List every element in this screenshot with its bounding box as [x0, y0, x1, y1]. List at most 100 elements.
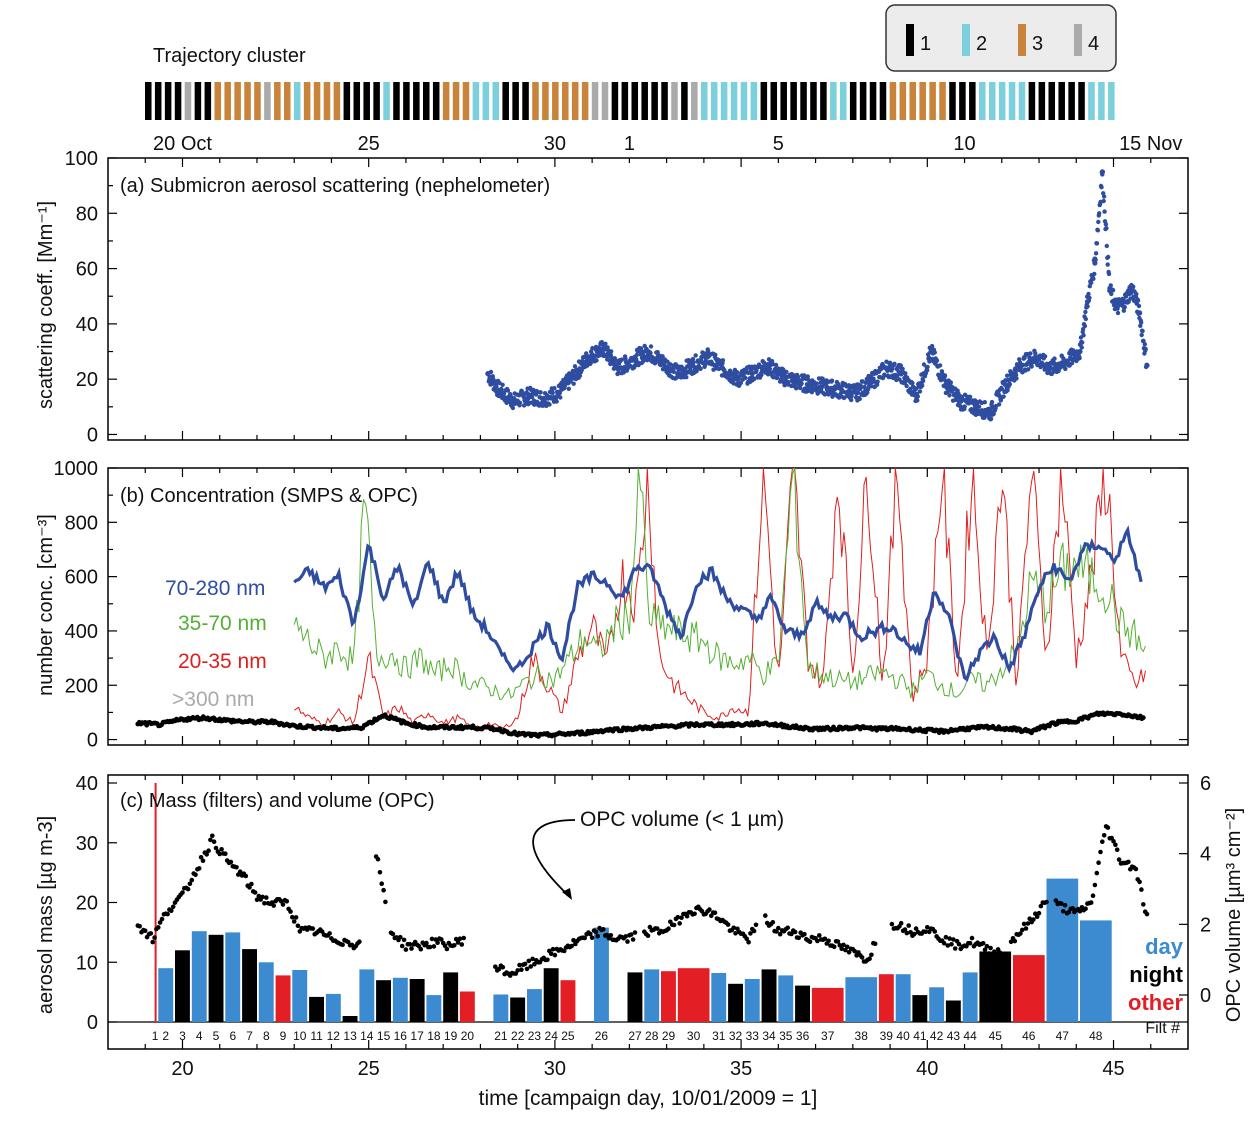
opc-volume-point	[142, 928, 148, 933]
filter-number-46: 46	[1022, 1029, 1036, 1043]
opc-volume-point	[770, 920, 776, 925]
scattering-point-dense	[1082, 323, 1088, 329]
trajectory-segment-57	[710, 82, 718, 120]
filter-number-4: 4	[196, 1029, 203, 1043]
trajectory-segment-63	[770, 82, 778, 120]
scattering-point-dense	[1134, 291, 1139, 297]
trajectory-segment-59	[730, 82, 738, 120]
filter-bar-23	[527, 989, 542, 1022]
trajectory-segment-43	[571, 82, 579, 120]
scattering-point-dense	[1077, 355, 1082, 361]
trajectory-segment-6	[204, 82, 212, 120]
scattering-point-dense	[613, 358, 618, 363]
opc-volume-point	[692, 911, 697, 917]
filter-bar-2	[158, 968, 174, 1022]
scattering-point-dense	[1139, 332, 1144, 338]
trajectory-segment-76	[899, 82, 907, 120]
scattering-point-dense	[597, 353, 602, 358]
scattering-point-dense	[1141, 338, 1146, 344]
opc-volume-point	[159, 916, 165, 922]
panel-a-title: (a) Submicron aerosol scattering (nephel…	[120, 175, 550, 197]
opc-volume-point	[1098, 849, 1103, 855]
opc-volume-point	[403, 947, 409, 952]
filter-number-7: 7	[246, 1029, 253, 1043]
opc-volume-point	[943, 934, 949, 940]
opc-volume-point	[150, 939, 155, 945]
trajectory-segment-84	[979, 82, 986, 120]
opc-volume-point	[796, 935, 802, 941]
opc-volume-point	[152, 935, 157, 940]
opc-volume-point	[595, 933, 600, 939]
scattering-point-dense	[1014, 376, 1019, 381]
filter-number-38: 38	[855, 1029, 869, 1043]
panel-a-ytick-label: 100	[65, 148, 98, 170]
opc-volume-point	[789, 931, 794, 937]
trajectory-segment-73	[869, 82, 877, 120]
x-tick-label: 35	[730, 1058, 752, 1080]
annotation-arrow	[532, 819, 576, 898]
opc-volume-point	[952, 946, 958, 951]
trajectory-legend-swatch-3	[1018, 24, 1026, 56]
scattering-point-dense	[1100, 169, 1106, 175]
opc-volume-point	[208, 837, 213, 843]
opc-volume-point	[193, 872, 198, 877]
opc-volume-point	[169, 908, 174, 914]
trajectory-segment-81	[949, 82, 956, 120]
opc-volume-point	[390, 931, 396, 937]
scattering-point-dense	[1105, 262, 1110, 267]
filter-bar-36	[795, 985, 810, 1022]
filter-number-44: 44	[963, 1029, 977, 1043]
opc-volume-point	[625, 939, 630, 944]
scattering-point-dense	[1120, 297, 1126, 302]
trajectory-segment-89	[1028, 82, 1036, 120]
opc-volume-point	[908, 930, 913, 935]
trajectory-segment-67	[810, 82, 817, 120]
scattering-point-dense	[871, 376, 876, 381]
scattering-point-dense	[767, 366, 773, 372]
scattering-point-dense	[505, 388, 511, 393]
scattering-point-dense	[1110, 288, 1116, 293]
opc-volume-point	[1066, 910, 1072, 915]
scattering-point-dense	[638, 346, 644, 351]
opc-volume-point	[185, 886, 191, 892]
scattering-point-dense	[836, 381, 841, 387]
scattering-point-dense	[693, 353, 698, 358]
opc-volume-point	[751, 928, 757, 934]
opc-volume-point	[500, 964, 506, 970]
scattering-point-dense	[609, 349, 614, 354]
opc-volume-point	[628, 932, 634, 937]
scattering-point-dense	[920, 378, 926, 384]
opc-volume-point	[630, 937, 636, 942]
filter-number-36: 36	[796, 1029, 810, 1043]
legend-other: other	[1128, 990, 1183, 1015]
scattering-point-dense	[903, 371, 908, 376]
filter-bar-3	[175, 950, 190, 1022]
x-tick-label: 30	[544, 1058, 566, 1080]
opc-volume-point	[753, 922, 759, 928]
scattering-point-dense	[857, 396, 862, 402]
opc-volume-point	[206, 848, 211, 853]
opc-volume-point	[223, 851, 228, 856]
annotation-arrowhead	[562, 888, 572, 900]
opc-volume-point	[666, 926, 671, 931]
scattering-point-dense	[691, 360, 696, 365]
scattering-point-dense	[592, 353, 597, 358]
scattering-point-dense	[947, 393, 952, 398]
opc-volume-point	[982, 947, 988, 952]
filter-bar-30	[677, 968, 710, 1022]
panel-c-y2label: OPC volume [µm³ cm⁻²]	[1223, 808, 1245, 1022]
opc-volume-point	[707, 907, 712, 912]
opc-volume-point	[310, 926, 316, 931]
opc-volume-point	[763, 913, 768, 918]
opc-volume-point	[429, 936, 435, 942]
scattering-point-dense	[605, 345, 610, 350]
trajectory-date-tick-5: 10	[953, 133, 975, 155]
filter-bar-18	[426, 995, 442, 1022]
filter-bar-28	[644, 969, 660, 1022]
trajectory-segment-71	[849, 82, 857, 120]
trajectory-date-tick-1: 25	[358, 133, 380, 155]
scattering-point-dense	[799, 381, 804, 386]
scattering-point-dense	[572, 364, 578, 369]
scattering-point-dense	[494, 384, 499, 389]
